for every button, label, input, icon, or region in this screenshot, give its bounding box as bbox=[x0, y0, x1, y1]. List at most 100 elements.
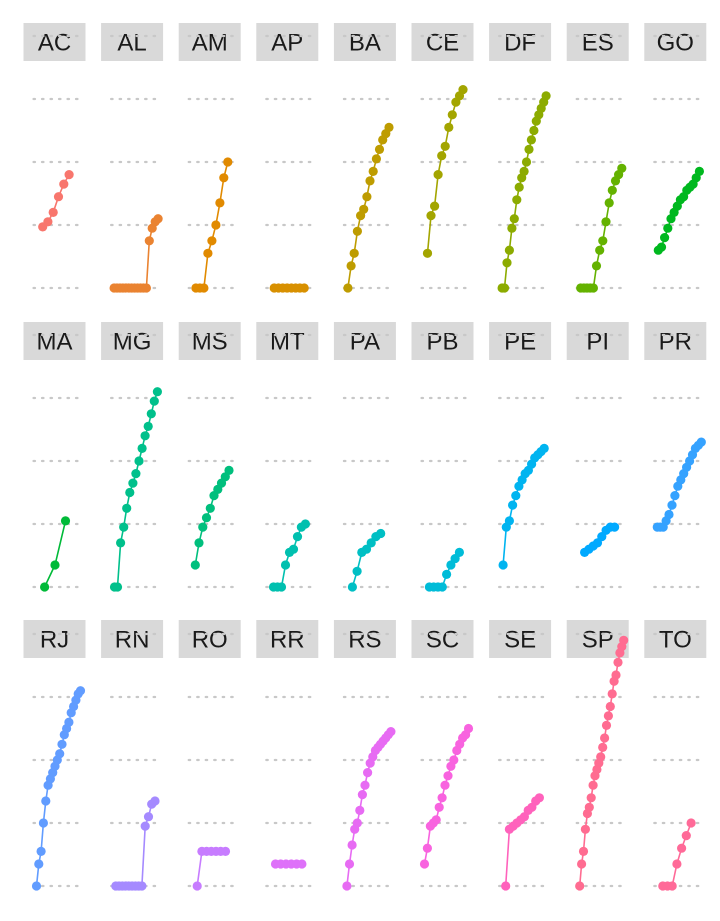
data-point bbox=[141, 283, 151, 293]
data-point bbox=[143, 812, 154, 822]
strip-background bbox=[178, 23, 241, 61]
data-point bbox=[519, 166, 529, 176]
data-point bbox=[430, 201, 440, 211]
strip-label: RJ bbox=[40, 627, 69, 654]
data-point bbox=[224, 465, 234, 475]
data-point bbox=[524, 144, 534, 154]
data-point bbox=[343, 283, 353, 293]
data-point bbox=[440, 141, 450, 151]
data-point bbox=[607, 689, 617, 699]
panel-am: AM bbox=[178, 23, 241, 293]
data-point bbox=[588, 283, 599, 293]
data-point bbox=[125, 487, 135, 498]
series-line bbox=[351, 532, 382, 588]
series-line bbox=[426, 89, 464, 254]
strip-background bbox=[256, 620, 319, 658]
data-point bbox=[499, 283, 510, 293]
data-point bbox=[144, 236, 154, 246]
data-point bbox=[541, 91, 551, 101]
data-point bbox=[150, 796, 160, 806]
strip-background bbox=[101, 23, 164, 61]
data-point bbox=[607, 185, 617, 195]
panel-ma: MA bbox=[23, 322, 86, 592]
data-point bbox=[149, 396, 159, 406]
data-point bbox=[694, 166, 705, 176]
panel-rn: RN bbox=[101, 620, 164, 891]
panel-to: TO bbox=[644, 620, 707, 891]
strip-label: CE bbox=[426, 30, 459, 57]
data-point bbox=[122, 503, 132, 513]
panel-ms: MS bbox=[178, 322, 241, 589]
data-point bbox=[512, 195, 522, 205]
strip-label: DF bbox=[504, 30, 536, 57]
strip-label: ES bbox=[582, 30, 614, 57]
data-point bbox=[507, 500, 518, 510]
data-point bbox=[696, 437, 706, 447]
data-point bbox=[349, 248, 359, 258]
data-point bbox=[376, 528, 386, 539]
panel-pb: PB bbox=[411, 322, 474, 592]
data-point bbox=[422, 843, 432, 853]
data-point bbox=[591, 261, 602, 271]
data-point bbox=[521, 157, 532, 167]
series-line bbox=[43, 520, 67, 588]
panel-ba: BA bbox=[333, 23, 396, 293]
data-point bbox=[359, 204, 369, 214]
data-point bbox=[498, 560, 508, 570]
data-point bbox=[31, 881, 42, 891]
data-point bbox=[619, 635, 629, 645]
data-point bbox=[664, 509, 674, 520]
data-point bbox=[660, 233, 670, 243]
data-point bbox=[34, 859, 44, 869]
data-point bbox=[440, 780, 450, 790]
data-point bbox=[36, 846, 46, 857]
data-point bbox=[526, 135, 537, 145]
panel-mt: MT bbox=[256, 322, 319, 592]
data-point bbox=[575, 881, 585, 891]
data-point bbox=[613, 657, 623, 668]
data-point bbox=[509, 214, 519, 224]
data-point bbox=[617, 163, 627, 173]
data-point bbox=[611, 670, 621, 680]
panel-df: DF bbox=[489, 23, 552, 293]
data-point bbox=[361, 544, 372, 554]
data-point bbox=[40, 582, 50, 592]
strip-background bbox=[333, 322, 396, 360]
data-point bbox=[365, 176, 375, 186]
panel-rs: RS bbox=[333, 620, 396, 891]
data-point bbox=[595, 245, 605, 255]
data-point bbox=[663, 223, 673, 233]
data-point bbox=[152, 387, 162, 397]
strip-background bbox=[23, 322, 86, 360]
data-point bbox=[437, 793, 447, 803]
data-point bbox=[205, 503, 215, 513]
data-point bbox=[280, 560, 291, 570]
strip-label: SE bbox=[504, 627, 536, 654]
data-point bbox=[128, 478, 138, 488]
data-point bbox=[75, 686, 86, 696]
panel-es: ES bbox=[566, 23, 629, 293]
data-point bbox=[449, 755, 459, 765]
data-point bbox=[55, 749, 65, 759]
data-point bbox=[192, 881, 202, 891]
strip-background bbox=[333, 620, 396, 658]
strip-label: SC bbox=[426, 627, 459, 654]
data-point bbox=[140, 821, 150, 831]
data-point bbox=[276, 582, 287, 592]
data-point bbox=[299, 283, 309, 293]
panel-pr: PR bbox=[644, 322, 707, 589]
strip-label: TO bbox=[659, 627, 692, 654]
data-point bbox=[198, 522, 208, 532]
strip-background bbox=[489, 23, 552, 61]
data-point bbox=[507, 223, 517, 233]
data-point bbox=[667, 500, 677, 510]
data-point bbox=[681, 831, 691, 841]
data-point bbox=[677, 843, 687, 853]
data-point bbox=[604, 198, 614, 208]
data-point bbox=[384, 122, 394, 132]
data-point bbox=[588, 780, 598, 790]
data-point bbox=[426, 211, 436, 221]
data-point bbox=[514, 182, 524, 192]
data-point bbox=[529, 125, 539, 136]
